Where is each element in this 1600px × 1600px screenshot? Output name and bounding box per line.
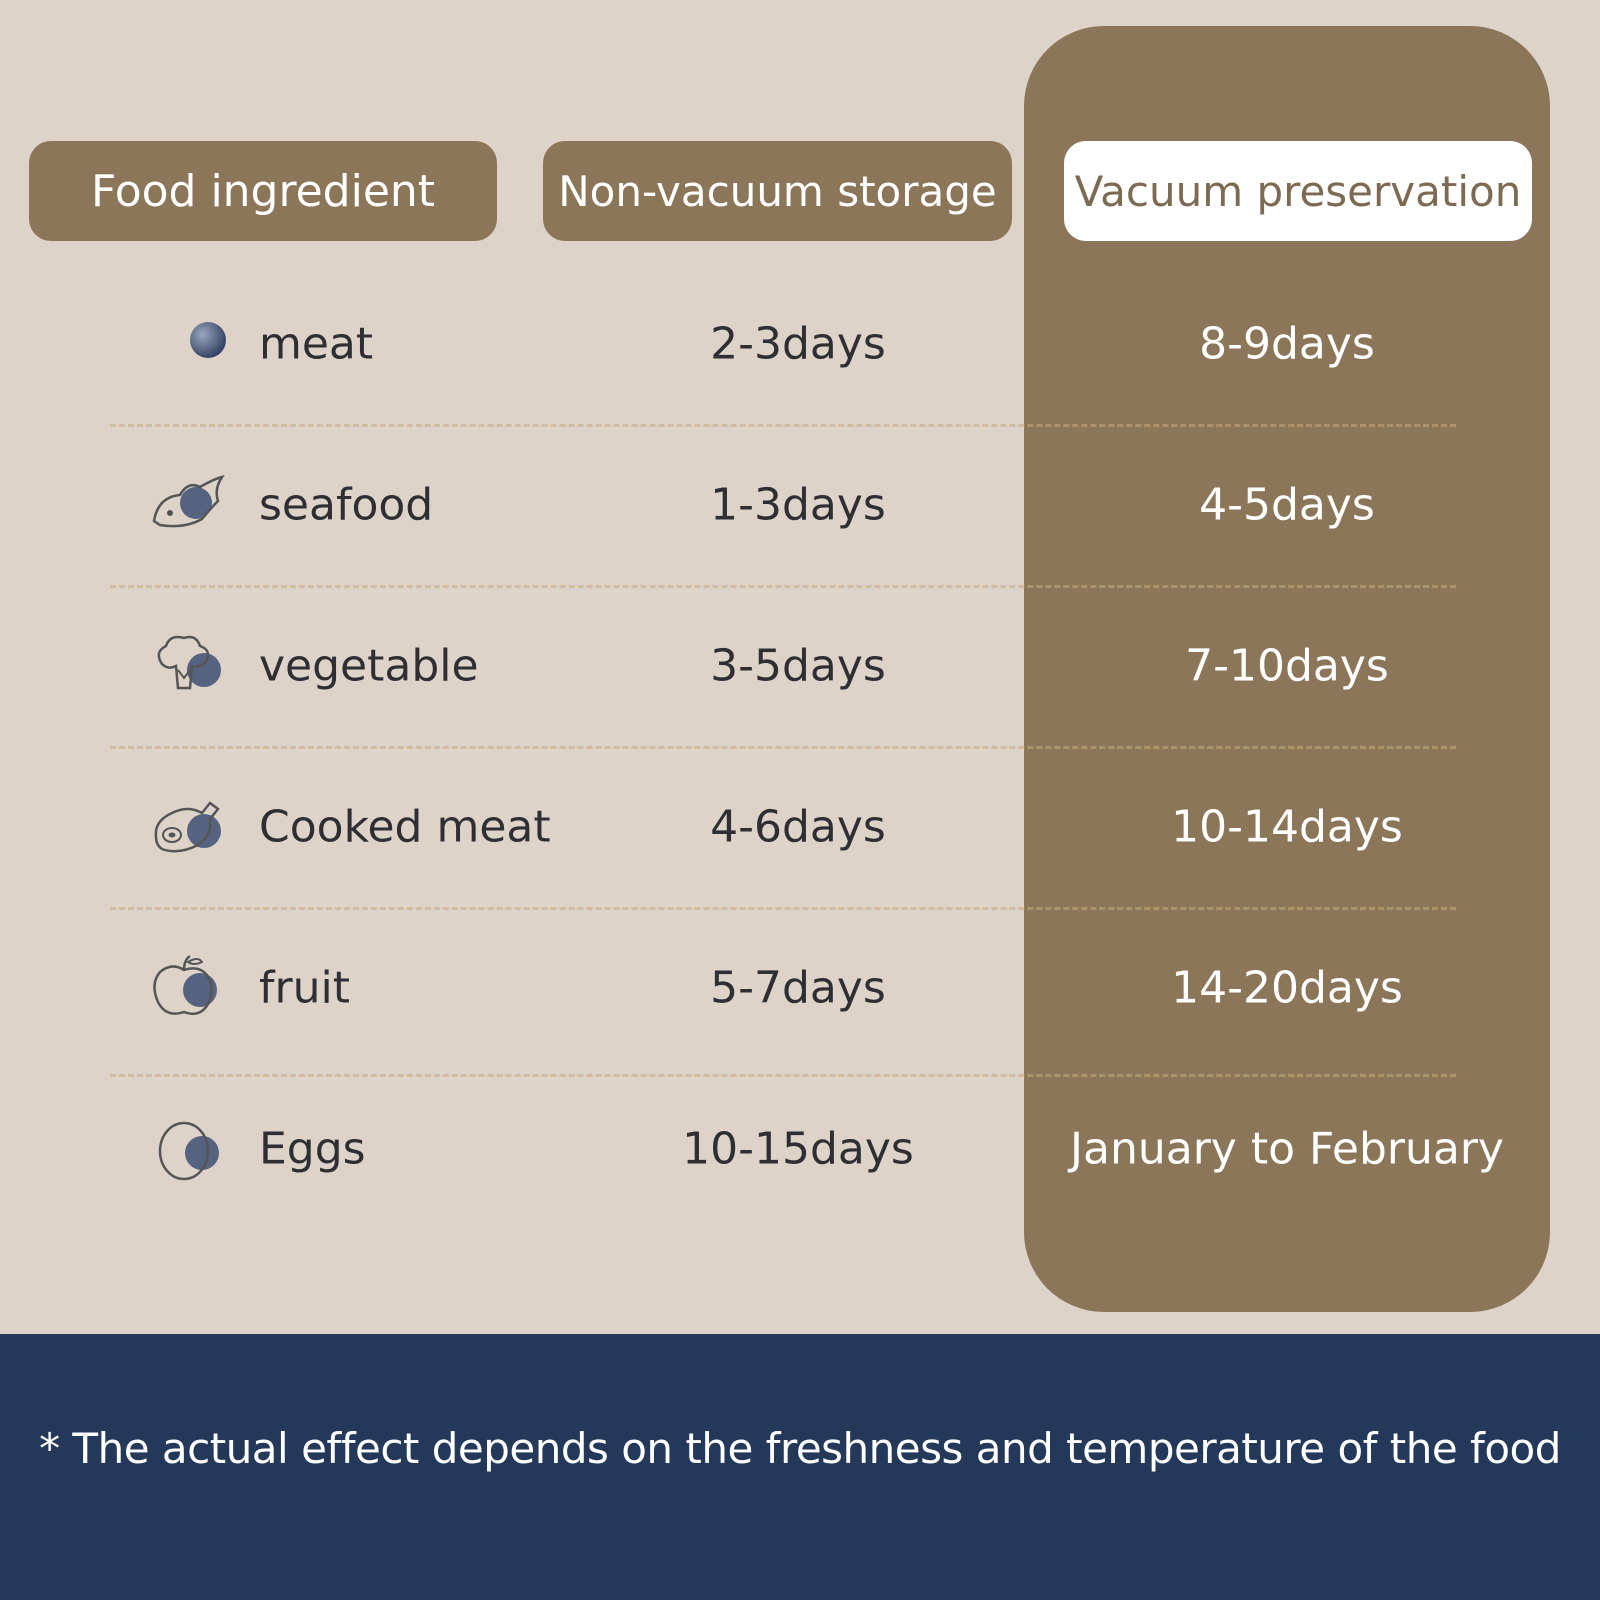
food-name: seafood xyxy=(259,479,434,531)
food-name: meat xyxy=(259,318,374,370)
ham-icon xyxy=(154,801,221,853)
row-divider xyxy=(110,424,1456,427)
vacuum-duration: 10-14days xyxy=(1171,801,1403,853)
table-row: fruit 5-7days 14-20days xyxy=(0,910,1600,1070)
table-row: meat 2-3days 8-9days xyxy=(0,266,1600,426)
row-divider xyxy=(110,907,1456,910)
food-name: Cooked meat xyxy=(259,801,551,853)
vacuum-duration: January to February xyxy=(1070,1123,1504,1175)
row-divider xyxy=(110,746,1456,749)
food-name: Eggs xyxy=(259,1123,366,1175)
table-row: Eggs 10-15days January to February xyxy=(0,1071,1600,1231)
non-vacuum-duration: 1-3days xyxy=(710,479,886,531)
header-vacuum-preservation: Vacuum preservation xyxy=(1064,141,1532,241)
non-vacuum-duration: 10-15days xyxy=(682,1123,914,1175)
non-vacuum-duration: 4-6days xyxy=(710,801,886,853)
vacuum-duration: 7-10days xyxy=(1185,640,1389,692)
egg-icon xyxy=(158,1121,219,1181)
broccoli-icon xyxy=(157,635,221,690)
table-row: seafood 1-3days 4-5days xyxy=(0,427,1600,587)
header-non-vacuum-storage: Non-vacuum storage xyxy=(543,141,1012,241)
vacuum-duration: 8-9days xyxy=(1199,318,1375,370)
row-divider xyxy=(110,1074,1456,1077)
food-name: fruit xyxy=(259,962,350,1014)
footer-note: * The actual effect depends on the fresh… xyxy=(39,1424,1561,1473)
row-divider xyxy=(110,585,1456,588)
apple-icon xyxy=(153,954,217,1015)
vacuum-duration: 14-20days xyxy=(1171,962,1403,1014)
footer-banner xyxy=(0,1334,1600,1600)
vacuum-duration: 4-5days xyxy=(1199,479,1375,531)
food-name: vegetable xyxy=(259,640,479,692)
non-vacuum-duration: 3-5days xyxy=(710,640,886,692)
table-row: vegetable 3-5days 7-10days xyxy=(0,588,1600,748)
header-food-ingredient: Food ingredient xyxy=(29,141,497,241)
meat-icon xyxy=(190,322,226,358)
fish-icon xyxy=(152,475,225,528)
table-row: Cooked meat 4-6days 10-14days xyxy=(0,749,1600,909)
non-vacuum-duration: 5-7days xyxy=(710,962,886,1014)
non-vacuum-duration: 2-3days xyxy=(710,318,886,370)
